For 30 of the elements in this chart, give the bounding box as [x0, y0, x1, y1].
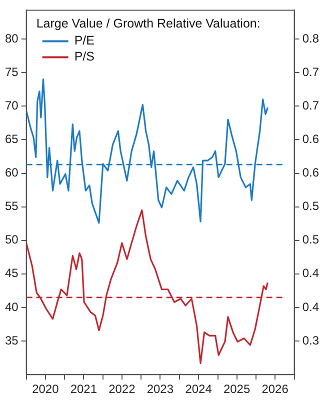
y2-tick-label: 0.3 — [302, 333, 320, 348]
y2-tick-label: 0.4 — [302, 266, 320, 280]
y2-tick-label: 0.7 — [302, 64, 320, 79]
y-tick-label: 80 — [4, 31, 19, 46]
y-tick-label: 40 — [4, 300, 19, 314]
x-tick-label: 2026 — [262, 382, 289, 396]
legend-label: P/E — [74, 34, 95, 48]
y-tick-label: 35 — [4, 333, 19, 348]
y2-tick-label: 0.6 — [302, 166, 320, 180]
y2-tick-label: 0.4 — [302, 300, 320, 314]
y-tick-label: 55 — [4, 199, 19, 214]
x-tick-label: 2021 — [70, 382, 98, 396]
x-tick-label: 2024 — [185, 382, 212, 396]
y-tick-label: 60 — [4, 166, 19, 180]
y-tick-label: 65 — [4, 132, 19, 146]
x-tick-label: 2022 — [108, 382, 136, 396]
y2-tick-label: 0.5 — [302, 199, 320, 214]
y2-tick-label: 0.6 — [302, 132, 320, 146]
y-tick-label: 70 — [4, 98, 19, 112]
y2-tick-label: 0.5 — [302, 232, 320, 247]
y-tick-label: 50 — [4, 232, 19, 247]
y-tick-label: 75 — [4, 64, 19, 79]
x-tick-label: 2020 — [32, 382, 60, 396]
y2-tick-label: 0.8 — [302, 31, 320, 46]
x-tick-label: 2025 — [223, 382, 250, 396]
legend-title: Large Value / Growth Relative Valuation: — [36, 16, 260, 31]
y2-tick-label: 0.7 — [302, 98, 320, 112]
y-tick-label: 45 — [4, 266, 19, 280]
legend-label: P/S — [74, 50, 95, 64]
x-tick-label: 2023 — [146, 382, 174, 396]
